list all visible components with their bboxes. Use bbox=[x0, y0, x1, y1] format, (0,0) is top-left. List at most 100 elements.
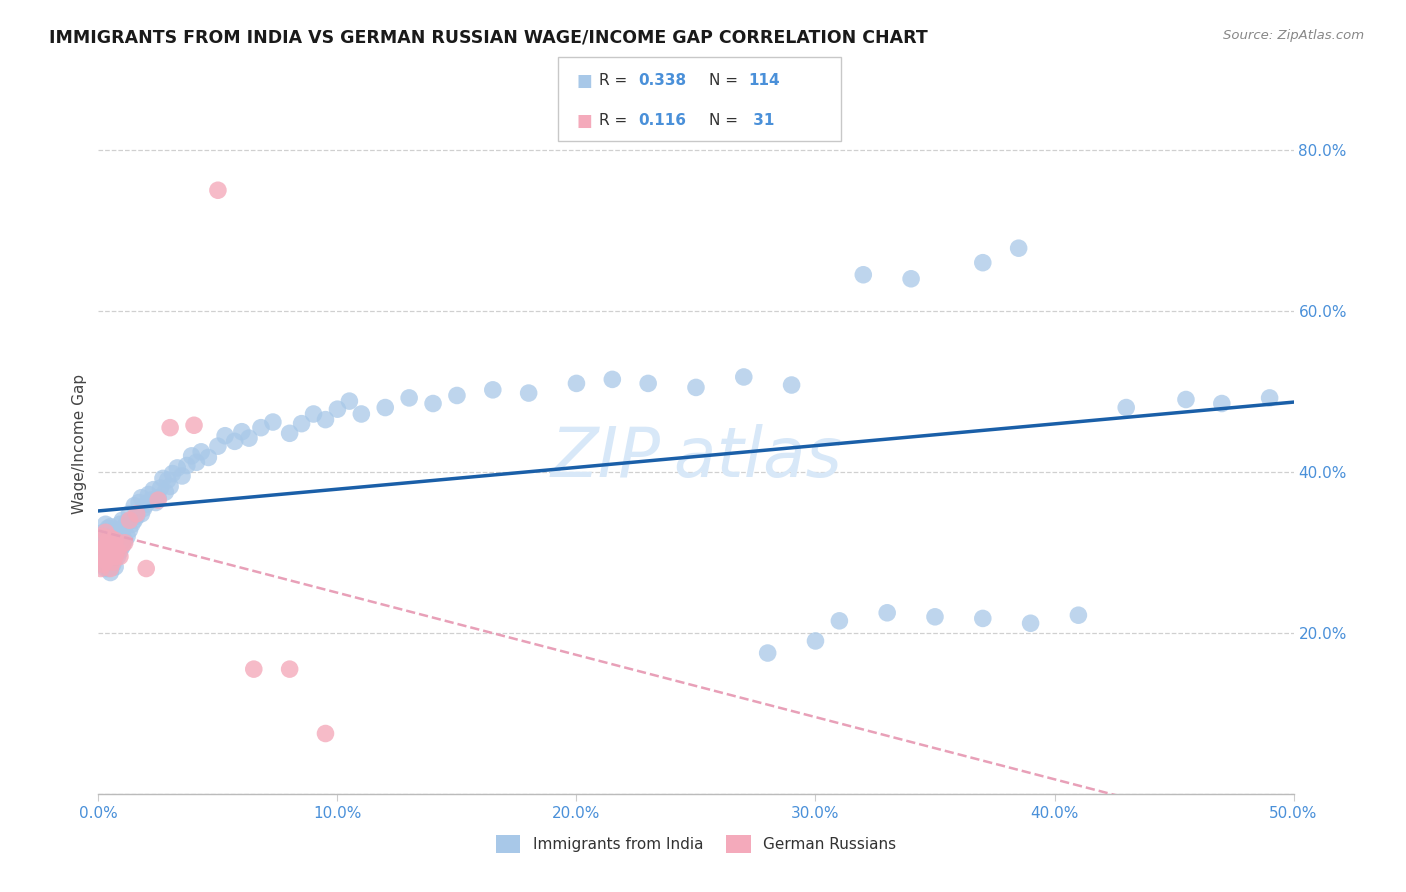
Point bbox=[98, 541, 122, 556]
Point bbox=[197, 450, 219, 465]
Point bbox=[315, 726, 337, 740]
Point bbox=[224, 434, 246, 449]
Point bbox=[104, 523, 127, 537]
Point bbox=[180, 449, 202, 463]
Point bbox=[291, 417, 314, 431]
Point bbox=[107, 544, 129, 558]
Text: N =: N = bbox=[709, 73, 742, 88]
Point bbox=[422, 396, 444, 410]
Point bbox=[90, 541, 112, 556]
Point bbox=[183, 418, 205, 433]
Point bbox=[91, 525, 114, 540]
Point bbox=[128, 495, 150, 509]
Point bbox=[972, 611, 994, 625]
Point bbox=[98, 545, 122, 559]
Point bbox=[302, 407, 325, 421]
Point bbox=[142, 483, 165, 497]
Point bbox=[135, 497, 157, 511]
Text: IMMIGRANTS FROM INDIA VS GERMAN RUSSIAN WAGE/INCOME GAP CORRELATION CHART: IMMIGRANTS FROM INDIA VS GERMAN RUSSIAN … bbox=[49, 29, 928, 46]
Point bbox=[111, 537, 134, 551]
Point bbox=[374, 401, 396, 415]
Point bbox=[733, 370, 755, 384]
Point bbox=[91, 558, 114, 572]
Point bbox=[148, 491, 170, 505]
Point bbox=[94, 539, 117, 553]
Point bbox=[135, 561, 157, 575]
Point bbox=[156, 473, 179, 487]
Point bbox=[481, 383, 505, 397]
Point bbox=[446, 388, 468, 402]
Point bbox=[124, 499, 146, 513]
Point bbox=[637, 376, 659, 391]
Point bbox=[121, 517, 143, 532]
Text: 114: 114 bbox=[748, 73, 779, 88]
Point bbox=[107, 525, 129, 540]
Point bbox=[207, 183, 229, 197]
Point bbox=[91, 545, 114, 559]
Point bbox=[94, 525, 117, 540]
Point bbox=[1067, 608, 1090, 623]
Point bbox=[111, 513, 134, 527]
Point bbox=[315, 412, 337, 426]
Point bbox=[114, 533, 136, 548]
Point bbox=[152, 471, 174, 485]
Point bbox=[97, 549, 120, 564]
Point bbox=[124, 513, 146, 527]
Text: R =: R = bbox=[599, 73, 633, 88]
Point bbox=[1115, 401, 1137, 415]
Point bbox=[900, 272, 922, 286]
Point bbox=[114, 535, 136, 549]
Point bbox=[104, 533, 127, 548]
Point bbox=[101, 525, 124, 540]
Point bbox=[90, 561, 112, 575]
Point bbox=[101, 545, 124, 559]
Text: R =: R = bbox=[599, 113, 637, 128]
Point bbox=[107, 549, 129, 564]
Point bbox=[98, 561, 122, 575]
Point bbox=[115, 515, 138, 529]
Point bbox=[176, 458, 198, 473]
Point bbox=[91, 558, 114, 572]
Point bbox=[115, 529, 138, 543]
Point bbox=[166, 461, 188, 475]
Text: ■: ■ bbox=[576, 72, 592, 90]
Point bbox=[101, 558, 124, 572]
Point bbox=[155, 485, 177, 500]
Point bbox=[339, 394, 361, 409]
Point bbox=[238, 431, 260, 445]
Point bbox=[94, 541, 117, 556]
Point bbox=[94, 561, 117, 575]
Point bbox=[145, 495, 167, 509]
Point bbox=[1211, 396, 1233, 410]
Point bbox=[104, 560, 127, 574]
Point bbox=[852, 268, 875, 282]
Point bbox=[94, 517, 117, 532]
Point bbox=[90, 549, 112, 564]
Point bbox=[1008, 241, 1031, 255]
Point bbox=[132, 501, 155, 516]
Point bbox=[924, 609, 946, 624]
Point bbox=[1175, 392, 1198, 407]
Text: 0.338: 0.338 bbox=[638, 73, 686, 88]
Point bbox=[243, 662, 266, 676]
Point bbox=[125, 509, 148, 524]
Text: ZIP atlas: ZIP atlas bbox=[550, 425, 842, 491]
Point bbox=[90, 533, 112, 548]
Point bbox=[262, 415, 284, 429]
Point bbox=[118, 523, 141, 537]
Text: 31: 31 bbox=[748, 113, 775, 128]
Point bbox=[278, 662, 301, 676]
Point bbox=[148, 493, 170, 508]
Point bbox=[780, 378, 803, 392]
Point bbox=[125, 507, 148, 521]
Point bbox=[94, 553, 117, 567]
Point bbox=[250, 420, 273, 434]
Point bbox=[111, 539, 134, 553]
Point bbox=[104, 547, 127, 561]
Point bbox=[104, 535, 127, 549]
Point bbox=[131, 491, 153, 505]
Point bbox=[108, 549, 131, 564]
Point bbox=[162, 467, 184, 481]
Text: ■: ■ bbox=[576, 112, 592, 130]
Point bbox=[350, 407, 373, 421]
